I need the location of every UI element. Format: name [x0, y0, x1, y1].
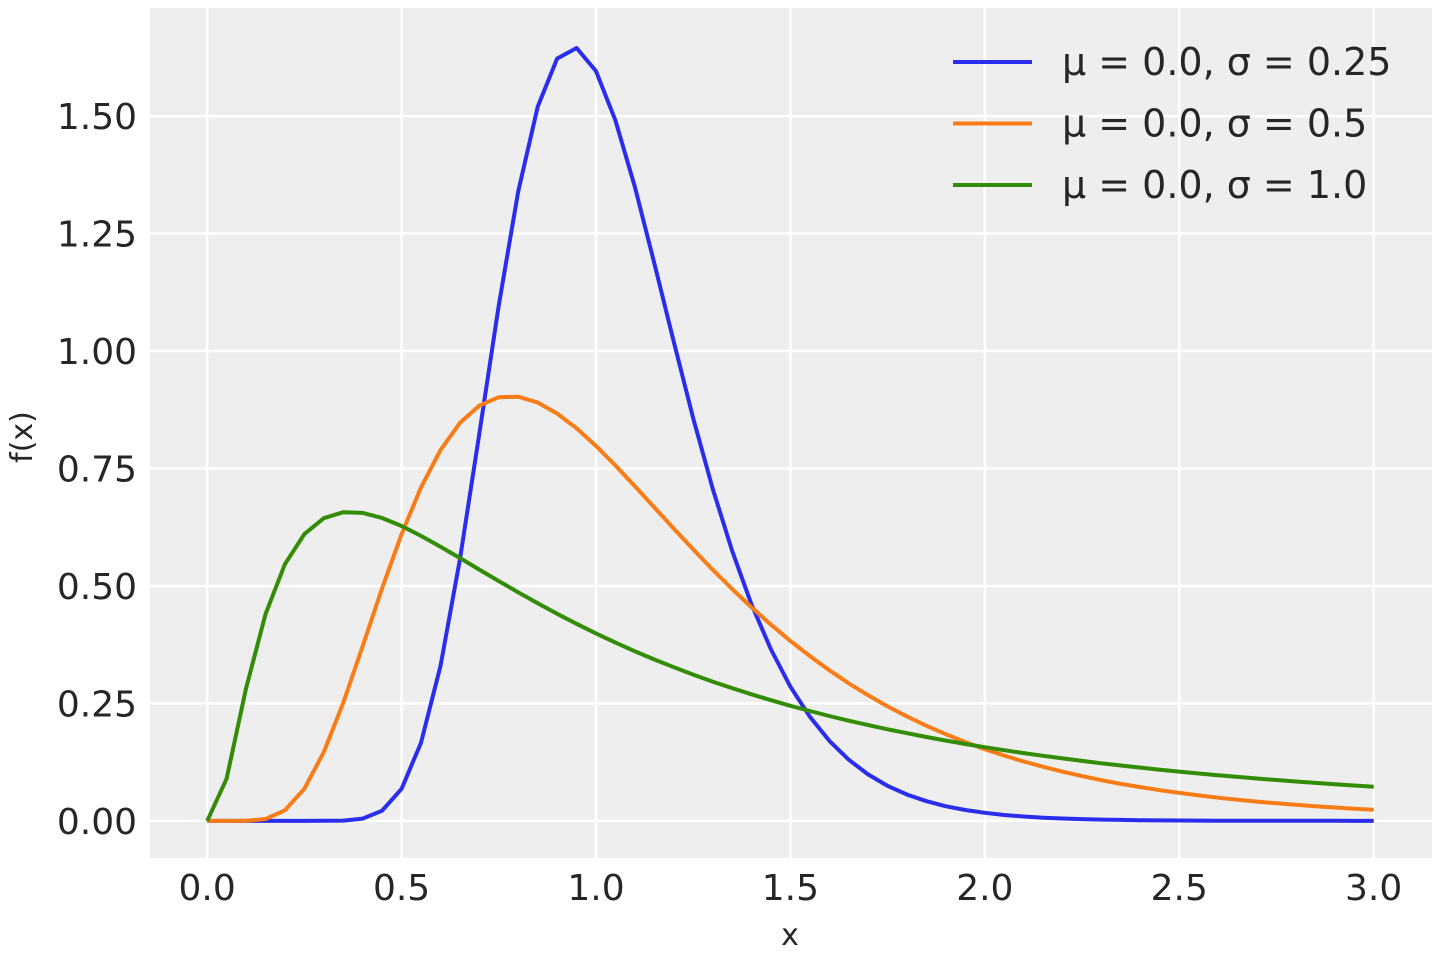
- x-tick-label: 2.5: [1151, 868, 1208, 909]
- legend-label-1: μ = 0.0, σ = 0.5: [1062, 102, 1367, 146]
- legend: μ = 0.0, σ = 0.25 μ = 0.0, σ = 0.5 μ = 0.0…: [953, 40, 1391, 207]
- y-tick-label: 0.00: [57, 802, 137, 843]
- x-tick-labels: 0.0 0.5 1.0 1.5 2.0 2.5 3.0: [179, 868, 1403, 909]
- grid: [150, 8, 1432, 858]
- legend-label-0: μ = 0.0, σ = 0.25: [1062, 40, 1391, 84]
- y-axis-label: f(x): [5, 411, 40, 463]
- x-tick-label: 0.5: [373, 868, 430, 909]
- x-axis-label: x: [781, 918, 799, 953]
- series-line-1: [207, 394, 1374, 823]
- y-tick-label: 1.50: [57, 97, 137, 138]
- y-tick-label: 1.00: [57, 332, 137, 373]
- y-tick-label: 0.25: [57, 684, 137, 725]
- y-tick-labels: 0.00 0.25 0.50 0.75 1.00 1.25 1.50: [57, 97, 137, 843]
- x-tick-label: 2.0: [956, 868, 1013, 909]
- x-tick-label: 0.0: [179, 868, 236, 909]
- series-lines: [205, 46, 1374, 823]
- y-tick-label: 1.25: [57, 215, 137, 256]
- y-tick-label: 0.75: [57, 449, 137, 490]
- series-line-0: [207, 46, 1374, 823]
- series-line-2: [205, 510, 1374, 822]
- x-tick-label: 1.0: [567, 868, 624, 909]
- y-tick-label: 0.50: [57, 567, 137, 608]
- x-tick-label: 1.5: [762, 868, 819, 909]
- x-tick-label: 3.0: [1345, 868, 1402, 909]
- legend-label-2: μ = 0.0, σ = 1.0: [1062, 163, 1367, 207]
